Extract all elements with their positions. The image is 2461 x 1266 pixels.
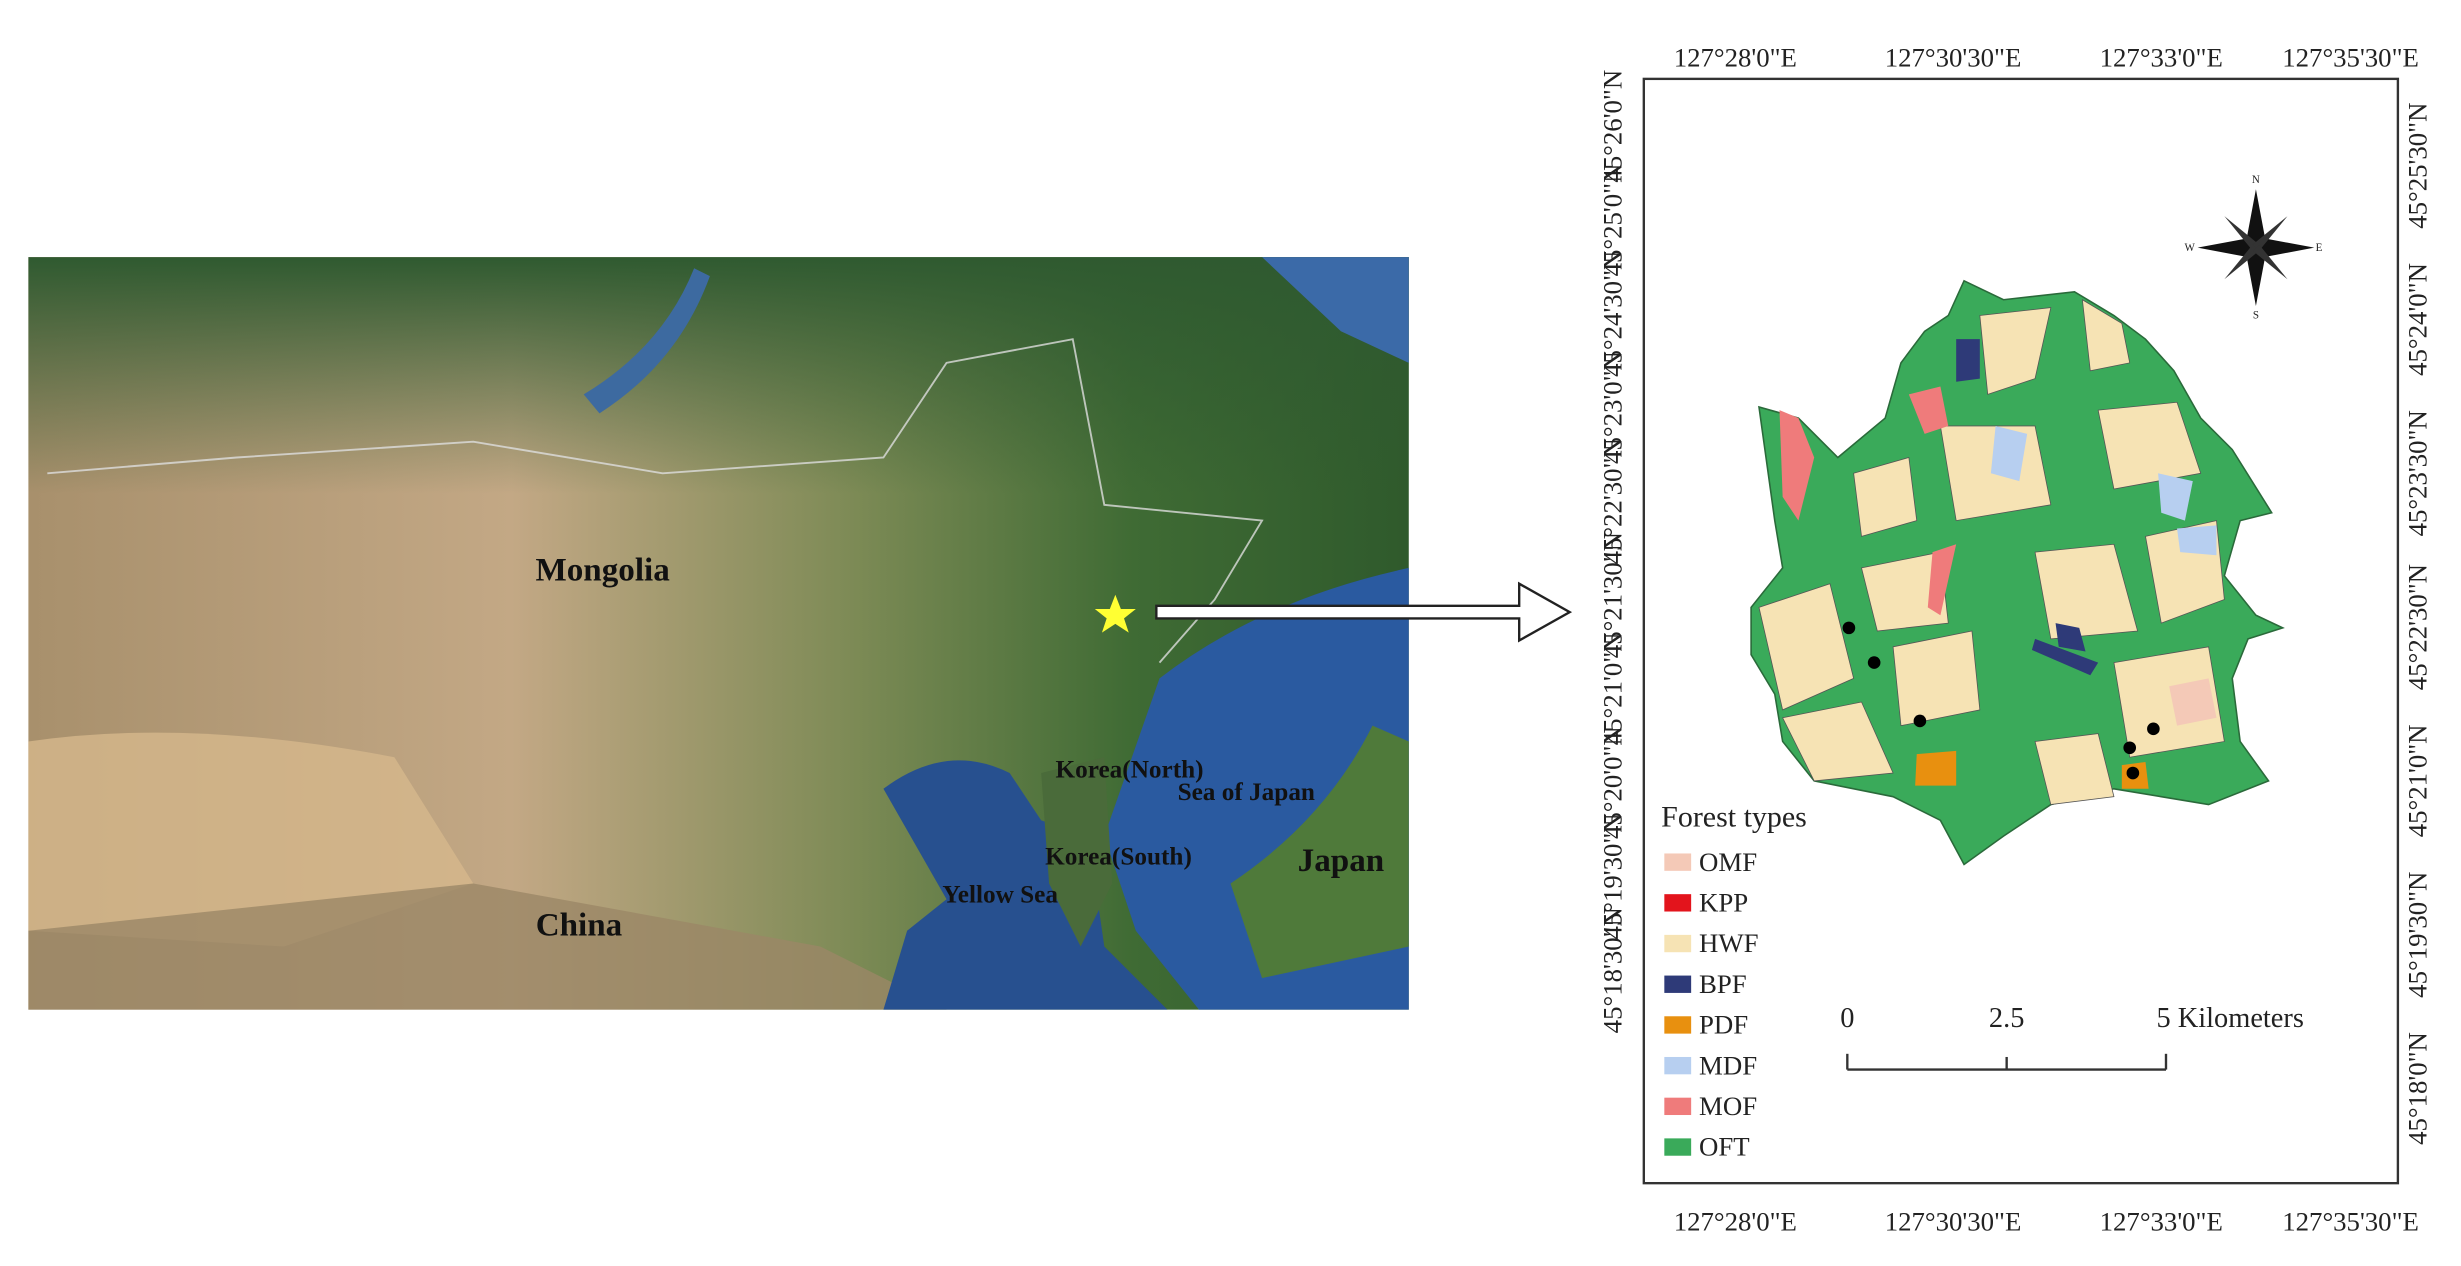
- top-tick-label: 127°30'30"E: [1885, 42, 2022, 72]
- legend-swatch: [1664, 1056, 1692, 1075]
- legend-swatch: [1664, 934, 1692, 953]
- north-arrow: [2197, 189, 2315, 307]
- compass-letter: N: [2252, 174, 2260, 186]
- compass-letter: S: [2253, 310, 2259, 322]
- top-tick-label: 127°28'0"E: [1674, 42, 1797, 72]
- forest-map: [1750, 279, 2285, 866]
- right-tick-label: 45°22'30"N: [2402, 564, 2432, 690]
- legend-label: BPF: [1699, 969, 1747, 999]
- left-tick-label: 45°26'0"N: [1598, 70, 1628, 183]
- right-tick-label: 45°23'30"N: [2402, 410, 2432, 536]
- left-tick-label: 45°23'0"N: [1598, 351, 1628, 464]
- compass-letter: E: [2316, 242, 2323, 254]
- legend-swatch: [1664, 1138, 1692, 1156]
- left-tick-label: 45°21'30"N: [1598, 532, 1628, 658]
- bottom-tick-label: 127°35'30"E: [2282, 1207, 2419, 1237]
- satellite-map: [28, 257, 1409, 1010]
- legend-label: MOF: [1699, 1091, 1757, 1121]
- top-tick-label: 127°35'30"E: [2282, 42, 2419, 72]
- legend-label: KPP: [1699, 888, 1748, 918]
- place-label: Mongolia: [535, 552, 670, 589]
- scale-bar: [1846, 1053, 2168, 1071]
- place-label: Japan: [1298, 842, 1385, 879]
- left-tick-label: 45°19'30"N: [1598, 813, 1628, 939]
- top-tick-label: 127°33'0"E: [2100, 42, 2223, 72]
- right-tick-label: 45°19'30"N: [2402, 872, 2432, 998]
- left-tick-label: 45°20'0"N: [1598, 726, 1628, 839]
- place-label: Korea(South): [1045, 844, 1192, 871]
- left-tick-label: 45°24'30"N: [1598, 251, 1628, 377]
- legend-label: OFT: [1699, 1132, 1750, 1162]
- legend-label: PDF: [1699, 1010, 1748, 1040]
- left-tick-label: 45°22'30"N: [1598, 438, 1628, 564]
- legend-swatch: [1664, 894, 1692, 912]
- bottom-tick-label: 127°33'0"E: [2100, 1207, 2223, 1237]
- scale-label: 2.5: [1989, 1003, 2024, 1034]
- legend-swatch: [1664, 975, 1692, 993]
- legend-label: HWF: [1699, 928, 1759, 958]
- scale-label: 0: [1840, 1003, 1854, 1034]
- right-tick-label: 45°18'0"N: [2402, 1032, 2432, 1145]
- right-tick-label: 45°25'30"N: [2402, 103, 2432, 229]
- place-label: China: [536, 906, 623, 943]
- left-tick-label: 45°25'0"N: [1598, 164, 1628, 277]
- arrow: [1155, 581, 1573, 643]
- legend-swatch: [1664, 1097, 1692, 1116]
- legend-title: Forest types: [1661, 801, 1807, 834]
- bottom-tick-label: 127°28'0"E: [1674, 1207, 1797, 1237]
- right-tick-label: 45°24'0"N: [2402, 263, 2432, 376]
- left-tick-label: 45°21'0"N: [1598, 632, 1628, 745]
- legend-label: OMF: [1699, 847, 1757, 877]
- place-label: Sea of Japan: [1178, 779, 1315, 806]
- right-tick-label: 45°21'0"N: [2402, 724, 2432, 837]
- place-label: Yellow Sea: [942, 881, 1058, 908]
- left-tick-label: 45°18'30"N: [1598, 907, 1628, 1033]
- compass-letter: W: [2184, 242, 2195, 254]
- scale-label: 5 Kilometers: [2157, 1003, 2304, 1034]
- bottom-tick-label: 127°30'30"E: [1885, 1207, 2022, 1237]
- legend-swatch: [1664, 853, 1692, 871]
- place-label: Korea(North): [1055, 757, 1203, 784]
- legend-swatch: [1664, 1016, 1692, 1034]
- legend-label: MDF: [1699, 1050, 1757, 1080]
